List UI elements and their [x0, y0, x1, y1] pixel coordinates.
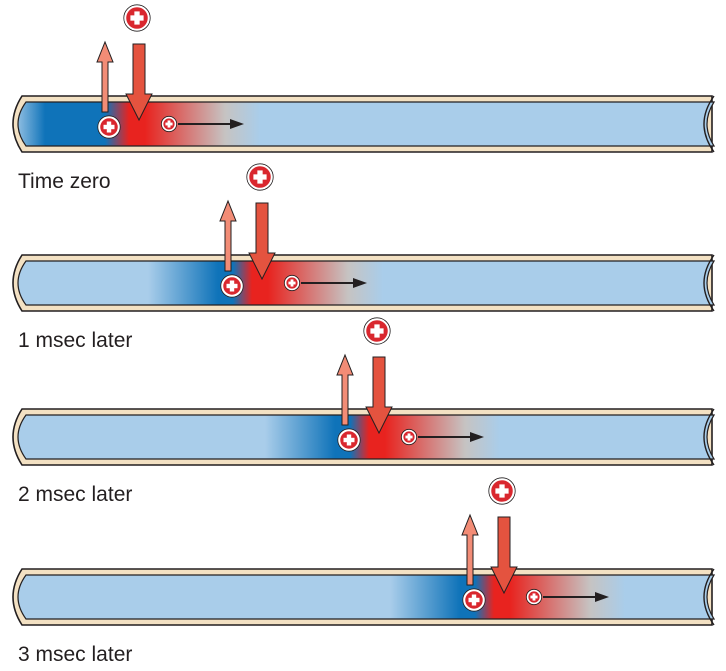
influx-arrow-icon	[490, 516, 518, 595]
axon-panel-1	[12, 163, 716, 312]
plus-ion-icon	[246, 163, 274, 191]
plus-ion-icon	[525, 588, 543, 606]
axon-cut-end	[703, 254, 715, 312]
axon-interior	[17, 101, 716, 147]
panel-caption: 3 msec later	[18, 643, 132, 666]
plus-ion-icon	[220, 274, 244, 298]
efflux-arrow-icon	[461, 513, 479, 586]
plus-ion-icon	[488, 477, 516, 505]
plus-ion-icon	[283, 274, 301, 292]
axon-cut-end	[703, 568, 715, 626]
efflux-arrow-icon	[336, 353, 354, 426]
axon-interior	[17, 414, 716, 460]
plus-ion-icon	[363, 317, 391, 345]
plus-ion-icon	[97, 115, 121, 139]
right-arrow-head	[595, 592, 609, 602]
axon-panel-0	[12, 4, 716, 153]
efflux-arrow-icon	[96, 40, 114, 113]
axon-panel-2	[12, 317, 716, 466]
axon-cut-end	[703, 408, 715, 466]
right-arrow-head	[470, 432, 484, 442]
plus-ion-icon	[160, 115, 178, 133]
influx-arrow-icon	[365, 356, 393, 435]
axon-cut-end	[703, 95, 715, 153]
influx-arrow-icon	[125, 43, 153, 122]
panel-caption: Time zero	[18, 170, 111, 193]
axon-panel-3	[12, 477, 716, 626]
plus-ion-icon	[400, 428, 418, 446]
plus-ion-icon	[337, 428, 361, 452]
right-arrow-head	[353, 278, 367, 288]
panel-caption: 2 msec later	[18, 483, 132, 506]
right-arrow-head	[230, 119, 244, 129]
plus-ion-icon	[462, 588, 486, 612]
panel-caption: 1 msec later	[18, 329, 132, 352]
plus-ion-icon	[123, 4, 151, 32]
efflux-arrow-icon	[219, 199, 237, 272]
axon-interior	[17, 574, 716, 620]
influx-arrow-icon	[248, 202, 276, 281]
